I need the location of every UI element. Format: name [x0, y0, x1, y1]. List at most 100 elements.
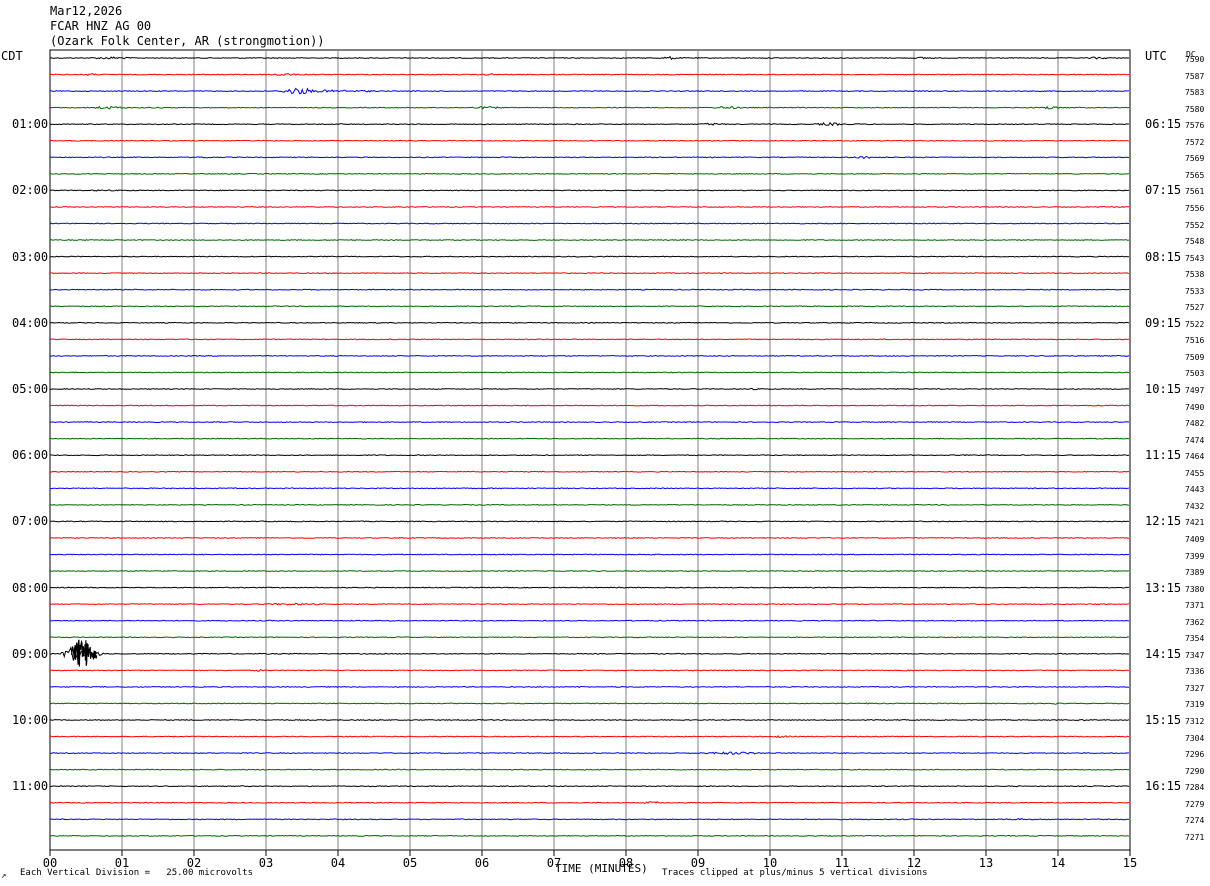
row-dc-value: 7482: [1185, 419, 1205, 429]
row-dc-value: 7274: [1185, 816, 1205, 826]
right-hour-label: 15:15: [1145, 713, 1182, 727]
row-dc-value: 7587: [1185, 71, 1205, 81]
trace-row: [49, 155, 1130, 160]
row-dc-value: 7509: [1185, 352, 1205, 362]
trace-row: [49, 636, 1130, 639]
left-hour-label: 09:00: [12, 646, 49, 661]
row-dc-value: 7443: [1185, 485, 1205, 495]
left-hour-label: 01:00: [12, 117, 49, 132]
row-dc-value: 7533: [1185, 286, 1205, 296]
row-dc-value: 7527: [1185, 303, 1205, 313]
trace-row: [49, 646, 1130, 661]
row-dc-value: 7432: [1185, 501, 1205, 511]
grid-lines: [49, 49, 1131, 851]
row-dc-value: 7552: [1185, 220, 1205, 230]
right-hour-label: 07:15: [1145, 183, 1182, 198]
row-dc-value: 7583: [1185, 88, 1205, 98]
row-dc-value: 7279: [1185, 799, 1205, 809]
x-tick-label: 03: [259, 856, 273, 870]
row-dc-value: 7347: [1185, 650, 1205, 660]
trace-row: [49, 255, 1130, 258]
seismic-traces: [49, 55, 1130, 837]
right-hour-label: 06:15: [1145, 117, 1182, 132]
row-dc-value: 7319: [1185, 700, 1205, 710]
x-axis-title: TIME (MINUTES): [555, 862, 648, 875]
corner-arrow-icon: ↗: [1, 871, 7, 881]
row-dc-value: 7522: [1185, 319, 1205, 329]
row-dc-value: 7362: [1185, 617, 1205, 627]
trace-row: [50, 619, 1129, 622]
row-dc-value: 7576: [1185, 121, 1205, 131]
right-hour-label: 09:15: [1145, 315, 1182, 330]
right-hour-label: 10:15: [1145, 382, 1182, 396]
trace-row: [49, 222, 1130, 225]
trace-row: [49, 73, 1130, 77]
clip-note: Traces clipped at plus/minus 5 vertical …: [662, 868, 928, 878]
trace-row: [49, 537, 1130, 539]
trace-row: [49, 338, 1130, 341]
row-dc-value: 7490: [1185, 402, 1205, 412]
left-timezone-label: CDT: [1, 49, 23, 63]
trace-row: [49, 801, 1130, 804]
x-tick-label: 11: [835, 856, 849, 870]
dc-column-label: DC: [1186, 50, 1196, 59]
row-dc-value: 7336: [1185, 667, 1205, 677]
x-tick-label: 15: [1123, 856, 1137, 870]
x-tick-label: 07: [547, 856, 561, 870]
plot-frame: [49, 49, 1131, 851]
trace-row: [49, 668, 1130, 672]
left-hour-label: 10:00: [12, 713, 49, 727]
x-tick-label: 05: [403, 856, 417, 870]
trace-row: [50, 470, 1130, 473]
row-dc-value: 7421: [1185, 518, 1205, 528]
trace-row: [49, 121, 1129, 127]
trace-row: [49, 768, 1130, 771]
header-station: FCAR HNZ AG 00: [50, 19, 152, 33]
trace-row: [49, 371, 1130, 374]
trace-row: [49, 172, 1130, 175]
row-dc-value: 7464: [1185, 452, 1205, 462]
row-dc-value: 7497: [1185, 386, 1205, 395]
trace-row: [49, 404, 1130, 407]
row-dc-value: 7290: [1185, 766, 1205, 776]
trace-row: [49, 817, 1130, 821]
trace-row: [49, 288, 1129, 291]
left-hour-label: 03:00: [12, 249, 49, 264]
clipped-event-trace: [71, 639, 98, 667]
x-tick-label: 06: [475, 856, 489, 870]
trace-row: [49, 239, 1130, 241]
trace-row: [49, 139, 1130, 142]
trace-row: [49, 321, 1130, 324]
trace-row: [50, 272, 1130, 275]
trace-row: [49, 520, 1130, 523]
row-dc-value: 7572: [1185, 137, 1205, 147]
trace-row: [49, 387, 1129, 391]
left-hour-label: 11:00: [12, 779, 49, 794]
right-hour-label: 12:15: [1145, 514, 1182, 529]
trace-row: [49, 570, 1130, 572]
trace-row: [50, 487, 1130, 490]
scale-note: Each Vertical Division = 25.00 microvolt…: [20, 868, 253, 878]
x-tick-label: 10: [763, 856, 777, 870]
trace-row: [50, 189, 1130, 192]
trace-row: [49, 834, 1130, 837]
trace-row: [49, 105, 1130, 110]
row-dc-value: 7561: [1185, 187, 1205, 197]
row-dc-value: 7371: [1185, 601, 1205, 611]
trace-row: [49, 751, 1130, 756]
row-dc-value: 7304: [1185, 733, 1205, 743]
right-hour-label: 14:15: [1145, 646, 1182, 661]
row-dc-value: 7538: [1185, 270, 1205, 280]
row-dc-value: 7516: [1185, 336, 1205, 346]
x-tick-label: 00: [43, 856, 57, 870]
trace-row: [49, 702, 1130, 705]
row-dc-value: 7354: [1185, 634, 1205, 644]
left-hour-label: 07:00: [12, 514, 49, 529]
trace-row: [49, 553, 1130, 556]
trace-row: [49, 55, 1130, 61]
row-dc-value: 7284: [1185, 783, 1205, 793]
trace-row: [49, 734, 1130, 739]
right-hour-label: 11:15: [1145, 448, 1182, 463]
trace-row: [49, 437, 1130, 440]
row-dc-value: 7580: [1185, 104, 1205, 114]
